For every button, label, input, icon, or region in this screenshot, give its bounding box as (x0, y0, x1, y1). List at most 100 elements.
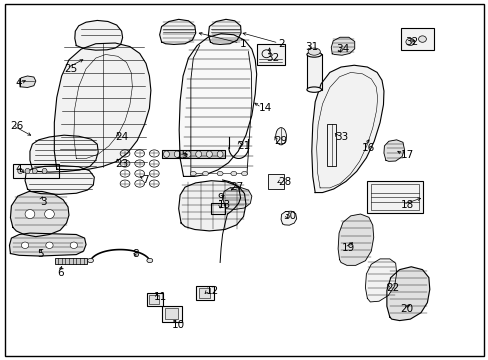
Text: 1: 1 (239, 39, 246, 49)
Text: 13: 13 (217, 200, 230, 210)
Ellipse shape (18, 168, 22, 174)
Polygon shape (19, 76, 36, 87)
Polygon shape (54, 43, 151, 170)
Text: 5: 5 (37, 248, 44, 258)
Ellipse shape (146, 258, 152, 263)
Text: 8: 8 (132, 248, 139, 258)
Text: 26: 26 (10, 121, 23, 131)
Ellipse shape (174, 151, 180, 157)
Text: 11: 11 (154, 292, 167, 302)
Bar (370, 184, 418, 210)
Ellipse shape (44, 210, 54, 219)
Ellipse shape (25, 210, 35, 219)
Bar (147, 293, 162, 306)
Ellipse shape (21, 242, 29, 248)
Polygon shape (208, 19, 241, 44)
Text: 6: 6 (57, 268, 63, 278)
Text: 32: 32 (405, 37, 418, 47)
Polygon shape (9, 233, 86, 256)
Bar (400, 28, 433, 50)
Ellipse shape (405, 39, 414, 45)
Text: 25: 25 (64, 64, 77, 74)
Polygon shape (222, 187, 251, 210)
Polygon shape (281, 211, 296, 225)
Text: 2: 2 (278, 39, 285, 49)
Text: 33: 33 (334, 132, 347, 142)
Ellipse shape (202, 171, 208, 176)
Bar (327, 125, 335, 166)
Text: 19: 19 (341, 243, 355, 253)
Ellipse shape (195, 151, 201, 157)
Polygon shape (30, 135, 98, 172)
Bar (366, 181, 423, 213)
Text: 27: 27 (229, 182, 243, 192)
Text: 31: 31 (305, 42, 318, 52)
Text: 30: 30 (283, 211, 296, 221)
Text: 12: 12 (205, 286, 218, 296)
Text: 9: 9 (217, 193, 224, 203)
Text: 16: 16 (361, 143, 374, 153)
Ellipse shape (190, 171, 196, 176)
Ellipse shape (241, 171, 247, 176)
Text: 14: 14 (259, 103, 272, 113)
Bar (306, 54, 321, 90)
Bar (13, 164, 59, 178)
Text: 21: 21 (237, 141, 250, 151)
Text: 7: 7 (142, 175, 148, 185)
Polygon shape (25, 166, 94, 194)
Ellipse shape (32, 168, 37, 174)
Ellipse shape (46, 242, 53, 248)
Ellipse shape (217, 171, 223, 176)
Text: 4: 4 (15, 164, 22, 174)
Bar (198, 288, 210, 298)
Ellipse shape (184, 151, 190, 157)
Bar (149, 296, 159, 305)
Ellipse shape (307, 48, 320, 55)
Ellipse shape (230, 171, 236, 176)
Polygon shape (178, 181, 245, 231)
Polygon shape (311, 65, 383, 193)
Text: 15: 15 (176, 150, 189, 160)
Polygon shape (10, 192, 69, 237)
Ellipse shape (275, 128, 286, 145)
Ellipse shape (87, 258, 93, 263)
Text: 20: 20 (400, 304, 413, 314)
Polygon shape (179, 34, 256, 176)
Text: 23: 23 (115, 159, 128, 169)
Text: 22: 22 (385, 283, 398, 293)
Ellipse shape (25, 168, 30, 174)
Bar (164, 309, 178, 319)
Bar (211, 203, 224, 214)
Bar (55, 258, 87, 264)
Ellipse shape (163, 151, 169, 157)
Ellipse shape (418, 36, 426, 42)
Bar (267, 174, 283, 189)
Text: 3: 3 (40, 197, 46, 207)
Text: 24: 24 (115, 132, 128, 142)
Ellipse shape (206, 151, 212, 157)
Text: 34: 34 (335, 44, 349, 54)
Polygon shape (75, 21, 122, 50)
Text: 10: 10 (171, 320, 184, 330)
Ellipse shape (42, 168, 47, 174)
Polygon shape (365, 259, 396, 302)
Text: 32: 32 (266, 53, 279, 63)
Polygon shape (386, 267, 429, 320)
Text: 29: 29 (273, 136, 286, 145)
Bar (195, 286, 214, 300)
Bar (161, 149, 224, 158)
Polygon shape (383, 140, 404, 161)
Ellipse shape (70, 242, 77, 248)
Bar (256, 44, 285, 65)
Ellipse shape (306, 52, 321, 57)
Text: 4: 4 (15, 78, 22, 88)
Polygon shape (330, 37, 354, 55)
Text: 18: 18 (400, 200, 413, 210)
Text: 28: 28 (278, 177, 291, 187)
Bar (161, 306, 182, 321)
Polygon shape (337, 214, 373, 265)
Text: 17: 17 (400, 150, 413, 160)
Ellipse shape (217, 151, 223, 157)
Polygon shape (159, 19, 195, 44)
Ellipse shape (306, 87, 321, 92)
